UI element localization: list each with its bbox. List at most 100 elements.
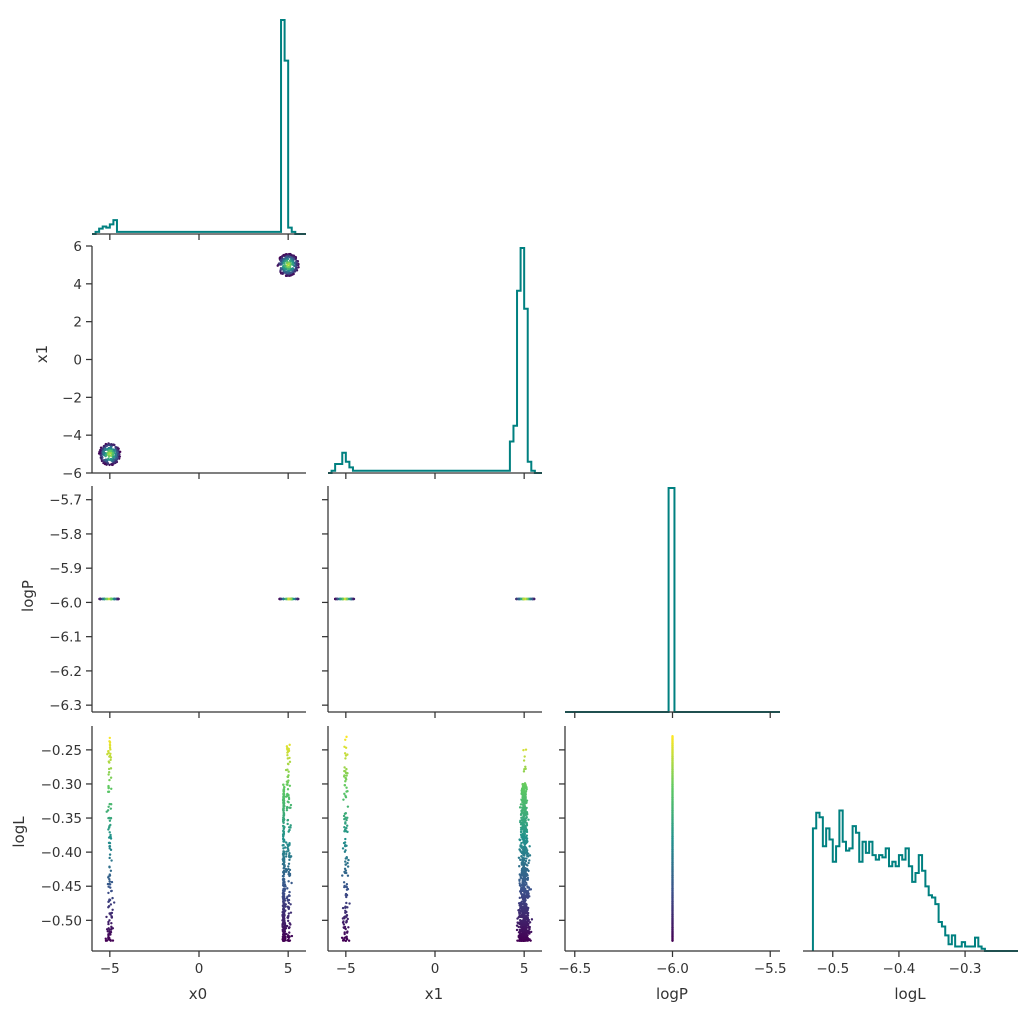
scatter-x0-logL-point (289, 803, 293, 807)
scatter-x0-logL-point (109, 817, 112, 820)
scatter-x1-logL-point (346, 906, 349, 909)
scatter-x0-logP-y-tick-label: −5.8 (49, 527, 82, 543)
scatter-x0-x1-point (293, 261, 297, 264)
scatter-x1-logL-point (343, 931, 346, 934)
scatter-x1-logL-point (518, 838, 521, 841)
scatter-x0-logL-point (107, 760, 110, 763)
scatter-x0-logL-point (109, 752, 112, 756)
scatter-x1-logL-point (518, 865, 521, 868)
scatter-x1-logL-point (341, 847, 345, 850)
scatter-x0-logP-point (279, 597, 282, 601)
scatter-x1-logL-point (524, 881, 528, 885)
scatter-x0-logL-point (287, 774, 290, 777)
scatter-x0-logL-point (287, 867, 290, 871)
scatter-x0-logL-point (283, 846, 287, 849)
scatter-x1-logL-point (518, 921, 521, 924)
scatter-x0-logL-point (107, 749, 110, 753)
scatter-x0-logP-point (284, 597, 288, 601)
scatter-x0-logL-point (108, 878, 111, 881)
scatter-x1-logL-point (521, 845, 525, 849)
scatter-x0-x1-point (108, 463, 111, 467)
scatter-x1-logL-point (522, 788, 526, 792)
scatter-x0-logL-point (282, 806, 285, 810)
scatter-x0-logL-point (109, 933, 112, 936)
scatter-x0-x1-y-tick-label: 2 (73, 315, 82, 331)
scatter-x0-logL-point (106, 930, 109, 933)
scatter-x1-logL-point (523, 867, 526, 871)
scatter-x0-x1-point (282, 254, 285, 257)
scatter-x0-logL-point (285, 850, 288, 853)
scatter-x0-logL-point (288, 756, 291, 760)
scatter-x0-logL-point (282, 908, 285, 911)
scatter-x1-logL-point (525, 878, 528, 881)
scatter-x1-logL-point (522, 900, 525, 904)
scatter-x0-logL-point (282, 795, 285, 798)
scatter-x0-logL-point (282, 928, 285, 931)
scatter-x1-logL-point (518, 848, 521, 851)
scatter-x1-logL-point (522, 922, 525, 925)
scatter-x0-x1-point (277, 263, 280, 266)
scatter-x1-logL-point (344, 885, 348, 888)
scatter-x1-logL-point (345, 895, 348, 899)
scatter-x1-logL-point (523, 872, 526, 876)
scatter-x0-logL-point (285, 869, 289, 872)
scatter-x1-logL-point (522, 902, 525, 905)
scatter-x1-logL-point (517, 931, 521, 934)
scatter-x1-logL-point (519, 937, 522, 940)
scatter-x1-logL-point (344, 906, 347, 909)
scatter-x0-logL-point (289, 856, 292, 859)
scatter-x1-logL-point (344, 893, 347, 897)
scatter-x0-logL-point (107, 876, 110, 879)
scatter-x1-logL-point (527, 932, 531, 935)
scatter-x0-logL-point (286, 792, 289, 796)
scatter-x0-logP-point (282, 597, 285, 601)
scatter-x0-logL-point (285, 924, 289, 928)
x-label-logL: logL (894, 985, 926, 1003)
scatter-x1-logL-point (522, 928, 526, 932)
scatter-x0-logL-point (109, 758, 112, 762)
scatter-x0-logL-point (107, 767, 111, 771)
scatter-x0-logL-point (282, 809, 285, 812)
scatter-x1-logL-point (522, 803, 526, 806)
scatter-x0-x1-point (289, 271, 293, 275)
scatter-x0-logL-point (282, 790, 286, 794)
scatter-x0-logL-point (108, 898, 111, 901)
scatter-x0-x1-point (104, 454, 108, 457)
scatter-x1-logL-point (521, 828, 524, 831)
scatter-x0-logL-point (108, 740, 111, 743)
scatter-x0-x1-point (283, 264, 286, 267)
scatter-x1-logL-point (343, 841, 347, 844)
scatter-x0-logL-point (287, 906, 290, 909)
scatter-x0-logP-point (292, 597, 296, 601)
scatter-x1-logL-point (341, 906, 345, 910)
scatter-x0-logL-point (286, 788, 290, 791)
scatter-x1-logL-point (343, 828, 347, 831)
scatter-x0-logL-point (109, 807, 113, 810)
scatter-x0-logL-point (282, 814, 286, 817)
scatter-x0-x1-point (118, 455, 122, 458)
scatter-x1-logL-point (344, 927, 347, 931)
scatter-x1-logL-point (521, 785, 525, 788)
scatter-x1-logL-point (522, 815, 525, 819)
scatter-x0-logP-point (289, 597, 292, 601)
scatter-x1-logL-point (526, 939, 529, 942)
scatter-x1-logL-point (522, 823, 526, 826)
scatter-x1-logL-point (516, 917, 519, 920)
hist-logP-step (565, 487, 780, 713)
scatter-x0-logL-point (282, 830, 285, 833)
scatter-x0-logL-y-tick-label: −0.45 (41, 879, 82, 895)
scatter-x0-logL-point (108, 736, 112, 740)
scatter-x1-logL-point (522, 923, 526, 927)
hist-logL-x-tick-label: −0.4 (883, 961, 916, 977)
scatter-x1-logL-point (522, 858, 526, 861)
scatter-x0-x1-point (110, 463, 114, 466)
scatter-x0-logL-point (282, 847, 285, 850)
hist-logL-x-tick-label: −0.5 (816, 961, 849, 977)
scatter-x0-logL-point (287, 901, 291, 905)
scatter-x1-logL-point (344, 771, 348, 775)
y-label-logL: logL (10, 816, 28, 848)
scatter-x1-logL-point (527, 930, 530, 933)
scatter-x0-x1-point (113, 449, 116, 452)
scatter-x0-logL-point (107, 836, 111, 839)
scatter-x1-logL-point (523, 787, 527, 790)
